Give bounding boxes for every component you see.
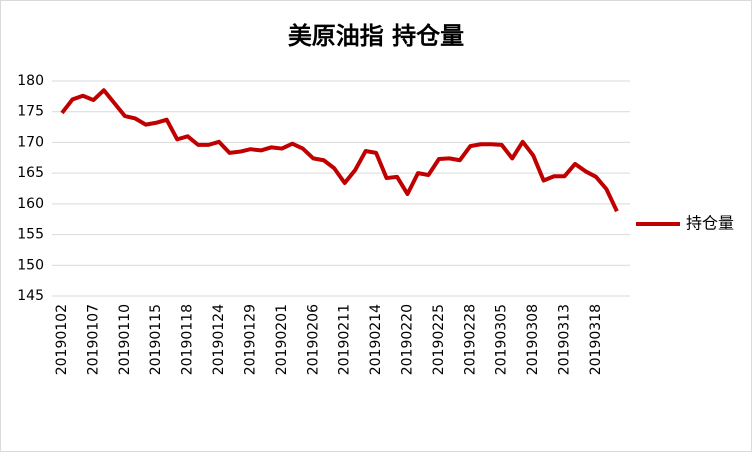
x-tick-label: 20190201 xyxy=(274,304,290,375)
y-tick-label: 180 xyxy=(17,73,44,89)
line-series xyxy=(60,88,619,213)
x-tick-label: 20190308 xyxy=(525,304,541,375)
x-tick-label: 20190214 xyxy=(368,304,384,375)
x-tick-label: 20190206 xyxy=(305,304,321,375)
x-tick-label: 20190220 xyxy=(400,304,416,375)
y-tick-label: 160 xyxy=(17,196,44,212)
x-tick-label: 20190318 xyxy=(588,304,604,375)
x-tick-label: 20190115 xyxy=(148,304,164,375)
chart-title: 美原油指 持仓量 xyxy=(288,22,464,50)
legend-label: 持仓量 xyxy=(686,214,734,233)
y-tick-label: 150 xyxy=(17,257,44,273)
x-tick-label: 20190102 xyxy=(54,304,70,375)
y-tick-label: 145 xyxy=(17,288,44,304)
x-tick-label: 20190313 xyxy=(557,304,573,375)
x-tick-label: 20190124 xyxy=(211,304,227,375)
x-tick-label: 20190118 xyxy=(180,304,196,375)
x-tick-label: 20190305 xyxy=(494,304,510,375)
x-tick-label: 20190225 xyxy=(431,304,447,375)
y-tick-label: 175 xyxy=(17,104,44,120)
x-tick-label: 20190110 xyxy=(117,304,133,375)
x-tick-label: 20190228 xyxy=(462,304,478,375)
x-tick-label: 20190129 xyxy=(242,304,258,375)
y-tick-label: 165 xyxy=(17,165,44,181)
y-tick-label: 155 xyxy=(17,227,44,243)
x-tick-label: 20190107 xyxy=(85,304,101,375)
x-tick-label: 20190211 xyxy=(337,304,353,375)
y-tick-label: 170 xyxy=(17,134,44,150)
